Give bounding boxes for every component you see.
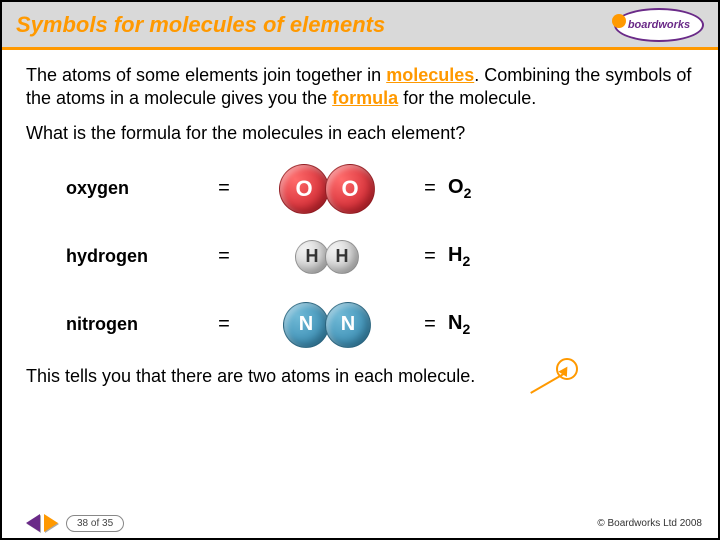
page-indicator: 38 of 35 <box>66 515 124 532</box>
conclusion-text: This tells you that there are two atoms … <box>2 366 718 387</box>
nav-arrows <box>26 514 58 532</box>
atom-icon: H <box>325 240 359 274</box>
logo-text: boardworks <box>628 19 690 31</box>
equals-icon: = <box>206 245 242 268</box>
formula-symbol: H <box>448 244 462 266</box>
formula-text: O2 <box>448 176 528 201</box>
next-arrow-icon[interactable] <box>44 514 58 532</box>
molecule-rows: oxygen = O O = O2 hydrogen = H H = <box>66 158 654 356</box>
atom-icon: O <box>325 164 375 214</box>
row-hydrogen: hydrogen = H H = H2 <box>66 226 654 288</box>
atom-icon: O <box>279 164 329 214</box>
prev-arrow-icon[interactable] <box>26 514 40 532</box>
equals-icon: = <box>206 313 242 336</box>
molecule-diagram: H H <box>242 240 412 274</box>
formula-symbol: N <box>448 312 462 334</box>
element-name: nitrogen <box>66 314 206 335</box>
intro-paragraph: The atoms of some elements join together… <box>26 64 694 111</box>
equals-icon: = <box>412 245 448 268</box>
equals-icon: = <box>412 177 448 200</box>
atom-icon: N <box>325 302 371 348</box>
intro-text-c: for the molecule. <box>398 88 536 108</box>
keyword-formula: formula <box>332 88 398 108</box>
intro-text-a: The atoms of some elements join together… <box>26 65 386 85</box>
atom-icon: N <box>283 302 329 348</box>
formula-text: N2 <box>448 312 528 337</box>
formula-subscript: 2 <box>464 185 472 201</box>
atom-icon: H <box>295 240 329 274</box>
formula-text: H2 <box>448 244 528 269</box>
formula-subscript: 2 <box>462 253 470 269</box>
formula-symbol: O <box>448 176 464 198</box>
row-nitrogen: nitrogen = N N = N2 <box>66 294 654 356</box>
equals-icon: = <box>412 313 448 336</box>
logo: boardworks <box>614 8 704 42</box>
element-name: oxygen <box>66 178 206 199</box>
keyword-molecules: molecules <box>386 65 474 85</box>
header-bar: Symbols for molecules of elements boardw… <box>2 2 718 50</box>
slide-title: Symbols for molecules of elements <box>16 12 385 38</box>
equals-icon: = <box>206 177 242 200</box>
molecule-diagram: N N <box>242 302 412 348</box>
question-text: What is the formula for the molecules in… <box>26 123 694 144</box>
formula-subscript: 2 <box>462 321 470 337</box>
logo-oval: boardworks <box>614 8 704 42</box>
footer-left: 38 of 35 <box>18 514 124 532</box>
slide: Symbols for molecules of elements boardw… <box>0 0 720 540</box>
molecule-diagram: O O <box>242 164 412 214</box>
element-name: hydrogen <box>66 246 206 267</box>
content: The atoms of some elements join together… <box>2 50 718 356</box>
copyright-text: © Boardworks Ltd 2008 <box>597 518 702 529</box>
row-oxygen: oxygen = O O = O2 <box>66 158 654 220</box>
footer-bar: 38 of 35 © Boardworks Ltd 2008 <box>2 514 718 532</box>
